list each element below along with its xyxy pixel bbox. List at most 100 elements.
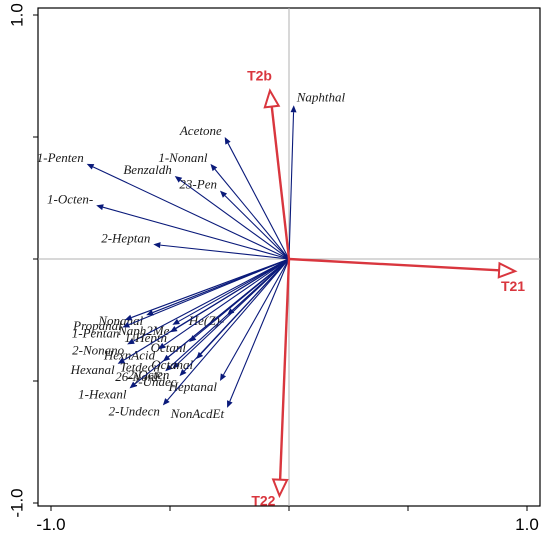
- environment-arrow-shaft: [278, 258, 291, 480]
- species-arrow: 26-NonE: [115, 258, 290, 384]
- species-label: Heptanal: [168, 379, 218, 394]
- species-label: 1-Penten: [37, 150, 84, 165]
- species-label: Acetone: [179, 123, 222, 138]
- species-arrow-head: [219, 190, 228, 198]
- species-arrow-shaft: [160, 244, 290, 260]
- species-arrow: 2-Heptan: [101, 230, 290, 260]
- species-arrow-head: [122, 321, 131, 328]
- species-label: 1-Octen-: [47, 191, 93, 206]
- species-label: He(Z)-: [188, 313, 224, 328]
- species-arrow-shaft: [133, 258, 290, 342]
- species-arrow-head: [127, 338, 135, 345]
- species-arrow: Hexanal: [70, 258, 290, 377]
- species-arrow-head: [227, 400, 233, 408]
- species-label: 2-Octen: [128, 367, 170, 382]
- species-arrow-shaft: [214, 168, 290, 260]
- species-arrow-head: [179, 368, 187, 377]
- x-tick-label: -1.0: [36, 515, 65, 534]
- environment-arrow-head: [263, 88, 281, 109]
- species-arrow: Naphthal: [288, 89, 346, 260]
- environment-arrow-head: [497, 261, 518, 279]
- species-label: 2-Nonano: [72, 342, 125, 357]
- species-arrow-head: [196, 351, 204, 360]
- species-arrow: Propanal: [72, 258, 290, 333]
- environment-arrow: T22: [251, 258, 291, 509]
- species-arrow-shaft: [92, 166, 290, 260]
- species-label: Octanal: [151, 357, 193, 372]
- species-arrow-shaft: [167, 258, 290, 401]
- species-arrow-head: [172, 318, 180, 325]
- species-arrow: NonAcdEt: [170, 258, 290, 421]
- species-label: Tetdecn: [120, 359, 160, 374]
- environment-label: T2b: [247, 68, 272, 84]
- species-label: Propanal: [72, 318, 122, 333]
- species-label: 2-Undecn: [109, 403, 160, 418]
- species-arrow-head: [219, 373, 227, 381]
- species-arrow-head: [86, 163, 95, 170]
- species-label: 1-Heptn: [124, 330, 167, 345]
- species-arrow: Heptanal: [168, 258, 290, 394]
- species-arrow-head: [165, 364, 173, 372]
- x-tick-label: 1.0: [515, 515, 539, 534]
- species-label: Octanl: [151, 340, 187, 355]
- species-arrow-head: [129, 381, 137, 389]
- environment-label: T21: [501, 278, 525, 294]
- species-arrow-shaft: [128, 258, 290, 326]
- species-arrow-head: [124, 314, 133, 321]
- species-arrow-head: [117, 357, 126, 364]
- environment-arrow-head: [271, 478, 289, 499]
- species-arrow-shaft: [288, 112, 295, 260]
- species-arrow-shaft: [180, 179, 290, 260]
- species-arrow-head: [162, 398, 170, 406]
- species-arrow: 23-Pen: [179, 177, 290, 260]
- species-arrow-head: [96, 204, 104, 211]
- species-arrow-head: [146, 309, 154, 316]
- species-arrow: Acetone: [179, 123, 290, 260]
- species-arrow: 2-Nonano: [72, 258, 290, 357]
- species-label: 26-NonE: [115, 369, 162, 384]
- species-label: 1-Pentan: [72, 325, 120, 340]
- species-label: HexnAcid: [103, 347, 156, 362]
- species-arrow: Naph2Me: [117, 258, 290, 338]
- species-arrow-shaft: [163, 258, 290, 346]
- species-label: Benzaldh: [123, 162, 171, 177]
- species-label: 1-Nonanl: [158, 150, 208, 165]
- species-arrow-shaft: [134, 258, 290, 385]
- species-arrow-shaft: [131, 258, 290, 319]
- environment-label: T22: [251, 493, 275, 509]
- species-arrow-shaft: [222, 258, 290, 376]
- y-tick-label: -1.0: [7, 488, 26, 517]
- species-arrow-head: [172, 361, 180, 369]
- species-arrow-shaft: [102, 206, 290, 260]
- y-tick-label: 1.0: [7, 3, 26, 27]
- species-arrow: 1-Nonanl: [158, 150, 290, 260]
- species-arrow: 1-Octen-: [47, 191, 290, 260]
- species-arrow-shaft: [229, 258, 290, 402]
- species-arrow-shaft: [178, 258, 290, 322]
- species-label: Naph2Me: [117, 323, 170, 338]
- species-arrow-head: [158, 342, 166, 350]
- species-arrow: 1-Pentan: [72, 258, 290, 340]
- environment-arrow: T21: [288, 257, 525, 294]
- species-arrow-head: [174, 176, 183, 183]
- species-arrow-shaft: [170, 258, 290, 367]
- species-arrow-shaft: [227, 142, 290, 260]
- species-arrow: 1-Penten: [37, 150, 290, 260]
- species-arrow-shaft: [224, 195, 290, 260]
- species-label: NonAcdEt: [170, 406, 225, 421]
- species-label: 23-Pen: [179, 177, 217, 192]
- environment-arrow-shaft: [288, 257, 500, 272]
- species-arrow-head: [189, 335, 197, 342]
- environment-arrow-shaft: [270, 106, 291, 260]
- species-arrow: 1-Hexanl: [78, 258, 290, 401]
- species-arrow-shaft: [123, 258, 290, 361]
- species-arrow-head: [153, 242, 161, 249]
- species-arrow-head: [224, 137, 231, 145]
- species-label: 1-Hexanl: [78, 386, 127, 401]
- species-arrow-head: [210, 163, 218, 172]
- species-arrow: 2-Undecn: [109, 258, 290, 418]
- axis-ticks: -1.0 1.0 1.0 -1.0: [7, 3, 538, 534]
- species-arrow: Benzaldh: [123, 162, 290, 260]
